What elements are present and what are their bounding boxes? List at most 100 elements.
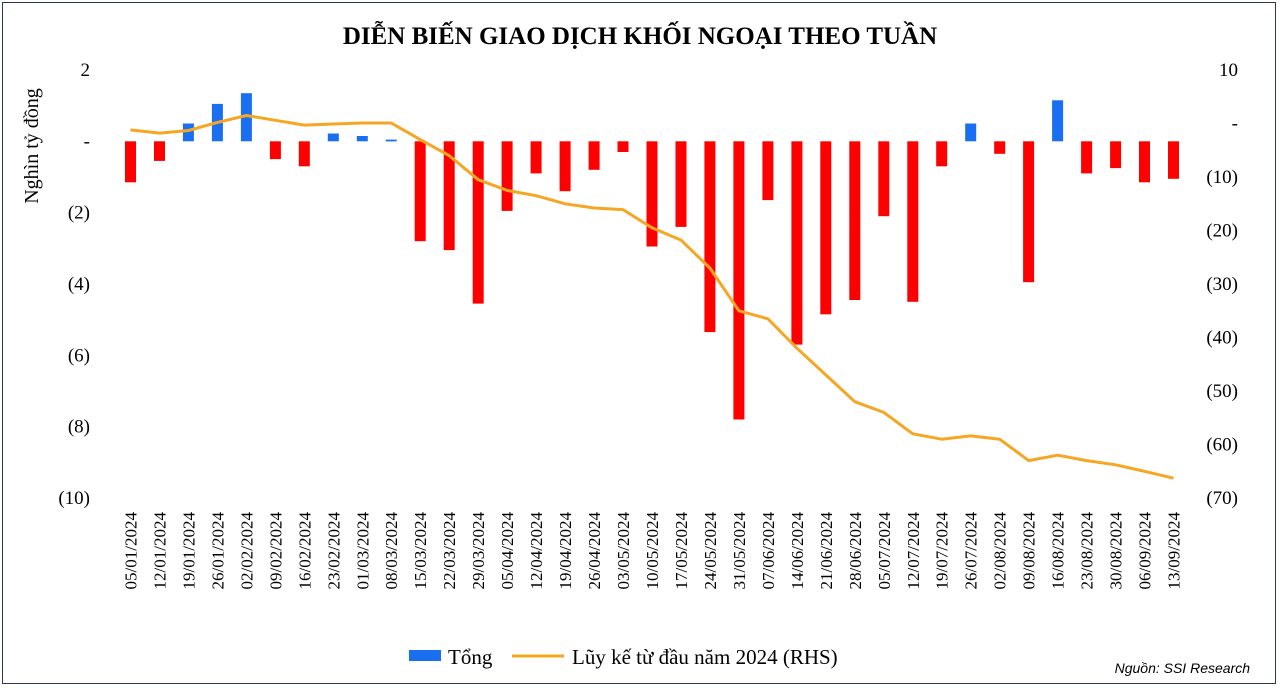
bar-26/07/2024 [965, 123, 977, 142]
x-tick-label: 21/06/2024 [817, 512, 836, 590]
bar-07/06/2024 [762, 141, 774, 201]
bar-10/05/2024 [646, 141, 658, 247]
x-tick-label: 19/07/2024 [933, 512, 952, 590]
bar-19/01/2024 [182, 123, 194, 142]
x-tick-label: 01/03/2024 [353, 512, 372, 590]
bar-03/05/2024 [617, 141, 629, 152]
x-tick-label: 19/01/2024 [179, 512, 198, 590]
x-tick-label: 29/03/2024 [469, 512, 488, 590]
source-note: Nguồn: SSI Research [1115, 660, 1251, 676]
x-tick-label: 23/02/2024 [324, 512, 343, 590]
bar-08/03/2024 [385, 139, 397, 142]
bar-13/09/2024 [1168, 141, 1179, 179]
bar-12/04/2024 [530, 141, 542, 174]
bar-30/08/2024 [1110, 141, 1122, 169]
right-tick-label: 10 [1219, 60, 1238, 81]
cumulative-line [130, 114, 1174, 480]
right-tick-label: (10) [1206, 167, 1238, 188]
bar-26/04/2024 [588, 141, 600, 170]
bar-05/04/2024 [501, 141, 513, 211]
bar-22/03/2024 [443, 141, 455, 251]
x-tick-label: 26/07/2024 [962, 512, 981, 590]
left-tick-label: (4) [68, 274, 90, 295]
legend-swatch-total [409, 650, 441, 661]
left-axis-ticks: 2 - (2) (4) (6) (8) (10) [58, 60, 90, 509]
bar-16/08/2024 [1052, 100, 1064, 142]
x-tick-label: 16/02/2024 [295, 512, 314, 590]
bar-16/02/2024 [298, 141, 310, 167]
right-tick-label: (30) [1206, 274, 1238, 295]
bar-19/07/2024 [936, 141, 948, 167]
bar-29/03/2024 [472, 141, 484, 304]
left-tick-label: (2) [68, 203, 90, 224]
left-tick-label: 2 [81, 60, 91, 81]
left-tick-label: - [84, 131, 90, 152]
x-tick-label: 12/04/2024 [527, 512, 546, 590]
x-tick-label: 24/05/2024 [701, 512, 720, 590]
x-tick-label: 12/07/2024 [904, 512, 923, 590]
x-tick-label: 07/06/2024 [759, 512, 778, 590]
bar-02/02/2024 [240, 93, 252, 142]
left-tick-label: (6) [68, 345, 90, 366]
right-tick-label: (40) [1206, 328, 1238, 349]
x-tick-label: 14/06/2024 [788, 512, 807, 590]
x-tick-label: 05/04/2024 [498, 512, 517, 590]
bar-23/02/2024 [327, 133, 339, 142]
x-tick-label: 06/09/2024 [1136, 512, 1155, 590]
x-tick-label: 05/07/2024 [875, 512, 894, 590]
right-tick-label: (20) [1206, 221, 1238, 242]
x-tick-label: 08/03/2024 [382, 512, 401, 590]
bar-12/07/2024 [907, 141, 919, 302]
x-tick-label: 02/08/2024 [991, 512, 1010, 590]
bar-19/04/2024 [559, 141, 571, 192]
x-tick-label: 26/04/2024 [585, 512, 604, 590]
x-axis-ticks: 05/01/2024 12/01/2024 19/01/2024 26/01/2024… [122, 512, 1184, 590]
x-tick-label: 09/08/2024 [1020, 512, 1039, 590]
bar-15/03/2024 [414, 141, 426, 242]
bar-21/06/2024 [820, 141, 832, 315]
bar-14/06/2024 [791, 141, 803, 345]
x-tick-label: 13/09/2024 [1165, 512, 1184, 590]
x-tick-label: 19/04/2024 [556, 512, 575, 590]
bar-02/08/2024 [994, 141, 1006, 154]
bar-17/05/2024 [675, 141, 687, 227]
bar-series [125, 93, 1179, 420]
x-tick-label: 16/08/2024 [1049, 512, 1068, 590]
x-tick-label: 12/01/2024 [151, 512, 170, 590]
bar-09/08/2024 [1023, 141, 1035, 283]
bar-28/06/2024 [849, 141, 861, 300]
right-tick-label: (50) [1206, 381, 1238, 402]
right-tick-label: - [1232, 114, 1238, 135]
right-tick-label: (70) [1206, 488, 1238, 509]
line-series [130, 114, 1174, 480]
x-tick-label: 17/05/2024 [672, 512, 691, 590]
left-tick-label: (8) [68, 417, 90, 438]
x-tick-label: 09/02/2024 [266, 512, 285, 590]
y-axis-label: Nghìn tỷ đồng [21, 88, 43, 204]
bar-09/02/2024 [269, 141, 281, 160]
x-tick-label: 05/01/2024 [122, 512, 141, 590]
x-tick-label: 31/05/2024 [730, 512, 749, 590]
x-tick-label: 02/02/2024 [237, 512, 256, 590]
x-tick-label: 10/05/2024 [643, 512, 662, 590]
right-tick-label: (60) [1206, 435, 1238, 456]
right-axis-ticks: 10 - (10) (20) (30) (40) (50) (60) (70) [1206, 60, 1238, 509]
left-tick-label: (10) [58, 488, 90, 509]
bar-31/05/2024 [733, 141, 745, 420]
chart-title: DIỄN BIẾN GIAO DỊCH KHỐI NGOẠI THEO TUẦN [343, 21, 937, 50]
x-tick-label: 30/08/2024 [1107, 512, 1126, 590]
bar-01/03/2024 [356, 136, 368, 142]
bar-24/05/2024 [704, 141, 716, 333]
bar-05/07/2024 [878, 141, 890, 217]
bar-12/01/2024 [154, 141, 165, 161]
legend-label-total: Tổng [448, 645, 493, 669]
legend: Tổng Lũy kế từ đầu năm 2024 (RHS) [409, 645, 838, 669]
bar-23/08/2024 [1081, 141, 1093, 174]
bar-05/01/2024 [125, 141, 136, 183]
x-tick-label: 03/05/2024 [614, 512, 633, 590]
bar-06/09/2024 [1139, 141, 1150, 183]
x-tick-label: 28/06/2024 [846, 512, 865, 590]
x-tick-label: 26/01/2024 [208, 512, 227, 590]
